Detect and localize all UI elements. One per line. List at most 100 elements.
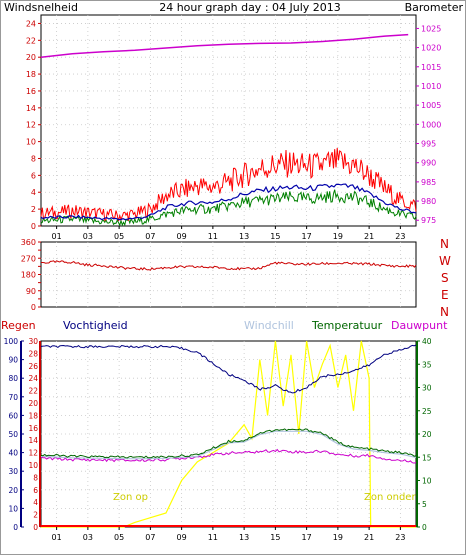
rain-tick-label: 20 <box>28 399 38 408</box>
x-tick-label: 03 <box>83 533 93 542</box>
rain-tick-label: 10 <box>28 461 38 470</box>
y2-tick-label: 1005 <box>421 101 441 110</box>
y-tick-label: 8 <box>31 154 36 163</box>
y2-tick-label: 1015 <box>421 63 441 72</box>
humidity-tick-label: 70 <box>8 393 18 402</box>
barometer-series <box>40 33 409 58</box>
rain-tick-label: 24 <box>28 374 38 383</box>
y-tick-label: 24 <box>26 19 36 28</box>
x-tick-label: 19 <box>333 533 343 542</box>
humidity-panel-x-axis: 01 03 05 07 09 11 13 15 17 19 21 23 <box>52 527 405 542</box>
y-tick-label: 180 <box>21 271 36 280</box>
humidity-tick-label: 10 <box>8 504 18 513</box>
y2-tick-label: 1000 <box>421 120 441 129</box>
temperature-tick-label: 35 <box>422 360 432 369</box>
x-tick-label: 07 <box>145 533 155 542</box>
humidity-axis: 0 10 20 30 40 50 60 70 80 90 100 <box>4 337 24 532</box>
y2-tick-label: 980 <box>421 197 436 206</box>
x-tick-label: 09 <box>177 232 187 241</box>
dewpoint-series <box>40 448 417 464</box>
rain-tick-label: 18 <box>28 411 38 420</box>
rain-tick-label: 4 <box>33 498 38 507</box>
compass-label: N <box>440 237 449 251</box>
rain-label: Regen <box>1 319 36 332</box>
y2-tick-label: 995 <box>421 140 436 149</box>
compass-label: N <box>440 305 449 319</box>
wind-speed-title: Windsnelheid <box>4 1 78 14</box>
humidity-tick-label: 20 <box>8 486 18 495</box>
wind-panel-grid <box>41 15 416 226</box>
x-tick-label: 13 <box>239 232 249 241</box>
temperature-series <box>40 428 417 459</box>
rain-tick-label: 0 <box>33 523 38 532</box>
barometer-axis: 975 980 985 990 995 1000 1005 1010 1015 1020 1025 <box>416 24 441 225</box>
y-tick-label: 2 <box>31 205 36 214</box>
y-tick-label: 16 <box>26 87 36 96</box>
solar-series <box>41 340 416 528</box>
chart-date-title: 24 hour graph day : 04 July 2013 <box>159 1 341 14</box>
y-tick-label: 360 <box>21 238 36 247</box>
humidity-panel-series <box>40 340 417 528</box>
x-tick-label: 15 <box>270 533 280 542</box>
temperature-tick-label: 15 <box>422 453 432 462</box>
wind-gust-series <box>40 147 417 222</box>
y-tick-label: 10 <box>26 138 36 147</box>
y-tick-label: 90 <box>26 287 36 296</box>
temperature-tick-label: 20 <box>422 430 432 439</box>
y-tick-label: 18 <box>26 70 36 79</box>
humidity-tick-label: 30 <box>8 467 18 476</box>
y-tick-label: 6 <box>31 171 36 180</box>
temperature-axis: 0 5 10 15 20 25 30 35 40 <box>417 337 432 532</box>
x-tick-label: 23 <box>395 232 405 241</box>
y2-tick-label: 1020 <box>421 44 441 53</box>
humidity-tick-label: 80 <box>8 374 18 383</box>
dewpoint-label: Dauwpunt <box>391 319 448 332</box>
x-tick-label: 11 <box>208 533 218 542</box>
x-tick-label: 07 <box>145 232 155 241</box>
rain-tick-label: 16 <box>28 424 38 433</box>
y2-tick-label: 990 <box>421 159 436 168</box>
x-tick-label: 17 <box>302 232 312 241</box>
humidity-tick-label: 40 <box>8 449 18 458</box>
x-tick-label: 05 <box>114 533 124 542</box>
temperature-tick-label: 10 <box>422 477 432 486</box>
barometer-title: Barometer <box>405 1 464 14</box>
y2-tick-label: 985 <box>421 178 436 187</box>
humidity-tick-label: 90 <box>8 356 18 365</box>
humidity-series <box>40 344 417 394</box>
compass-label: W <box>439 254 451 268</box>
wind-direction-series <box>41 260 417 271</box>
humidity-label: Vochtigheid <box>63 319 128 332</box>
y-tick-label: 270 <box>21 254 36 263</box>
humidity-tick-label: 60 <box>8 411 18 420</box>
compass-labels: N W S E N <box>439 237 451 319</box>
y-tick-label: 14 <box>26 104 36 113</box>
wind-panel-x-axis: 01 03 05 07 09 11 13 15 17 19 21 23 <box>52 226 405 241</box>
sunrise-label: Zon op <box>113 492 148 503</box>
temperature-tick-label: 5 <box>422 500 427 509</box>
rain-tick-label: 8 <box>33 473 38 482</box>
y-tick-label: 20 <box>26 53 36 62</box>
x-tick-label: 21 <box>364 232 374 241</box>
x-tick-label: 23 <box>395 533 405 542</box>
rain-tick-label: 2 <box>33 511 38 520</box>
rain-tick-label: 6 <box>33 486 38 495</box>
x-tick-label: 09 <box>177 533 187 542</box>
rain-tick-label: 30 <box>28 337 38 346</box>
wind-average-series <box>40 183 417 221</box>
windchill-label: Windchill <box>244 319 294 332</box>
temperature-tick-label: 25 <box>422 407 432 416</box>
humidity-tick-label: 50 <box>8 430 18 439</box>
temperature-tick-label: 0 <box>422 523 427 532</box>
x-tick-label: 17 <box>302 533 312 542</box>
direction-panel-series <box>41 260 417 271</box>
wind-low-series <box>40 189 417 227</box>
x-tick-label: 19 <box>333 232 343 241</box>
compass-label: E <box>441 288 449 302</box>
x-tick-label: 21 <box>364 533 374 542</box>
x-tick-label: 11 <box>208 232 218 241</box>
